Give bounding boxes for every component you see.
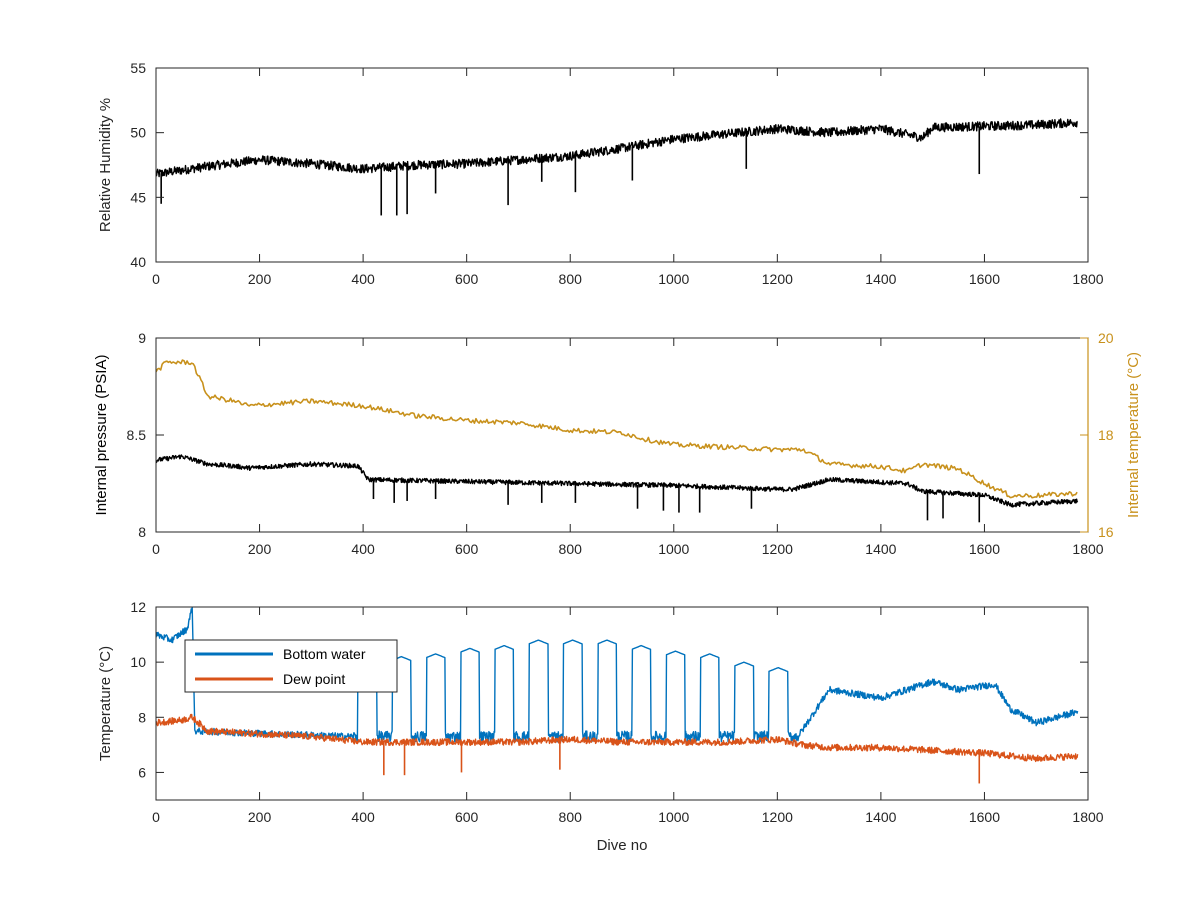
x-axis-label: Dive no (597, 837, 648, 854)
axes-box (155, 67, 1089, 263)
y-axis-label: Temperature (°C) (97, 646, 114, 761)
x-tick-label: 1400 (865, 271, 896, 287)
y-tick-label: 8 (138, 709, 146, 725)
x-tick-label: 1400 (865, 809, 896, 825)
axes-box (155, 606, 1089, 801)
x-tick-label: 1800 (1072, 809, 1103, 825)
series-line-dew-point (156, 713, 1079, 763)
legend-box (184, 639, 398, 693)
y-tick-label: 8 (138, 524, 146, 540)
y-axis-label: Internal pressure (PSIA) (93, 355, 110, 516)
y2-tick-label: 16 (1098, 524, 1114, 540)
y-axis-label: Relative Humidity % (97, 98, 114, 232)
y-tick-label: 50 (130, 125, 146, 141)
x-tick-label: 1000 (658, 541, 689, 557)
series-line-p1-s1 (156, 118, 1078, 178)
x-tick-label: 0 (152, 541, 160, 557)
y2-axis-label: Internal temperature (°C) (1125, 352, 1142, 518)
legend: Bottom water Dew point (184, 639, 398, 693)
legend-entry: Bottom water (283, 646, 366, 662)
series-line-p2-s1 (156, 454, 1079, 508)
panel-2: 0 200 400 600 800 1000 1200 1400 1600 1800 8 8.5 9 16… (93, 330, 1142, 557)
plot-area (156, 359, 1079, 523)
x-tick-label: 1800 (1072, 271, 1103, 287)
x-tick-label: 1400 (865, 541, 896, 557)
x-tick-label: 200 (248, 271, 272, 287)
x-tick-label: 400 (351, 541, 375, 557)
x-tick-label: 1600 (969, 271, 1000, 287)
y-tick-label: 10 (130, 654, 146, 670)
x-tick-label: 800 (559, 271, 583, 287)
x-tick-label: 1800 (1072, 541, 1103, 557)
x-tick-label: 1200 (762, 809, 793, 825)
y-tick-label: 6 (138, 764, 146, 780)
x-tick-label: 0 (152, 809, 160, 825)
x-tick-label: 600 (455, 809, 479, 825)
x-tick-label: 800 (559, 541, 583, 557)
x-tick-label: 200 (248, 541, 272, 557)
x-tick-label: 800 (559, 809, 583, 825)
x-tick-label: 600 (455, 271, 479, 287)
plot-area (156, 607, 1079, 784)
y-tick-label: 8.5 (127, 427, 147, 443)
x-tick-label: 400 (351, 809, 375, 825)
x-tick-label: 400 (351, 271, 375, 287)
x-tick-label: 600 (455, 541, 479, 557)
x-tick-label: 1200 (762, 271, 793, 287)
y-tick-label: 12 (130, 599, 146, 615)
x-tick-label: 1600 (969, 809, 1000, 825)
legend-entry: Dew point (283, 671, 345, 687)
y-tick-label: 40 (130, 254, 146, 270)
plot-area (156, 118, 1078, 216)
x-tick-label: 1000 (658, 271, 689, 287)
y2-tick-label: 20 (1098, 330, 1114, 346)
series-line-p2-s2 (156, 359, 1078, 499)
y-tick-label: 45 (130, 189, 146, 205)
x-tick-label: 200 (248, 809, 272, 825)
x-tick-label: 0 (152, 271, 160, 287)
x-tick-label: 1600 (969, 541, 1000, 557)
panel-3: 0 200 400 600 800 1000 1200 1400 1600 1800 6 8 10 12 T… (97, 599, 1104, 854)
panel-1: 0 200 400 600 800 1000 1200 1400 1600 1800 40 45 50 5… (97, 60, 1104, 287)
y-tick-label: 55 (130, 60, 146, 76)
y-tick-label: 9 (138, 330, 146, 346)
x-tick-label: 1200 (762, 541, 793, 557)
y2-tick-label: 18 (1098, 427, 1114, 443)
x-tick-label: 1000 (658, 809, 689, 825)
